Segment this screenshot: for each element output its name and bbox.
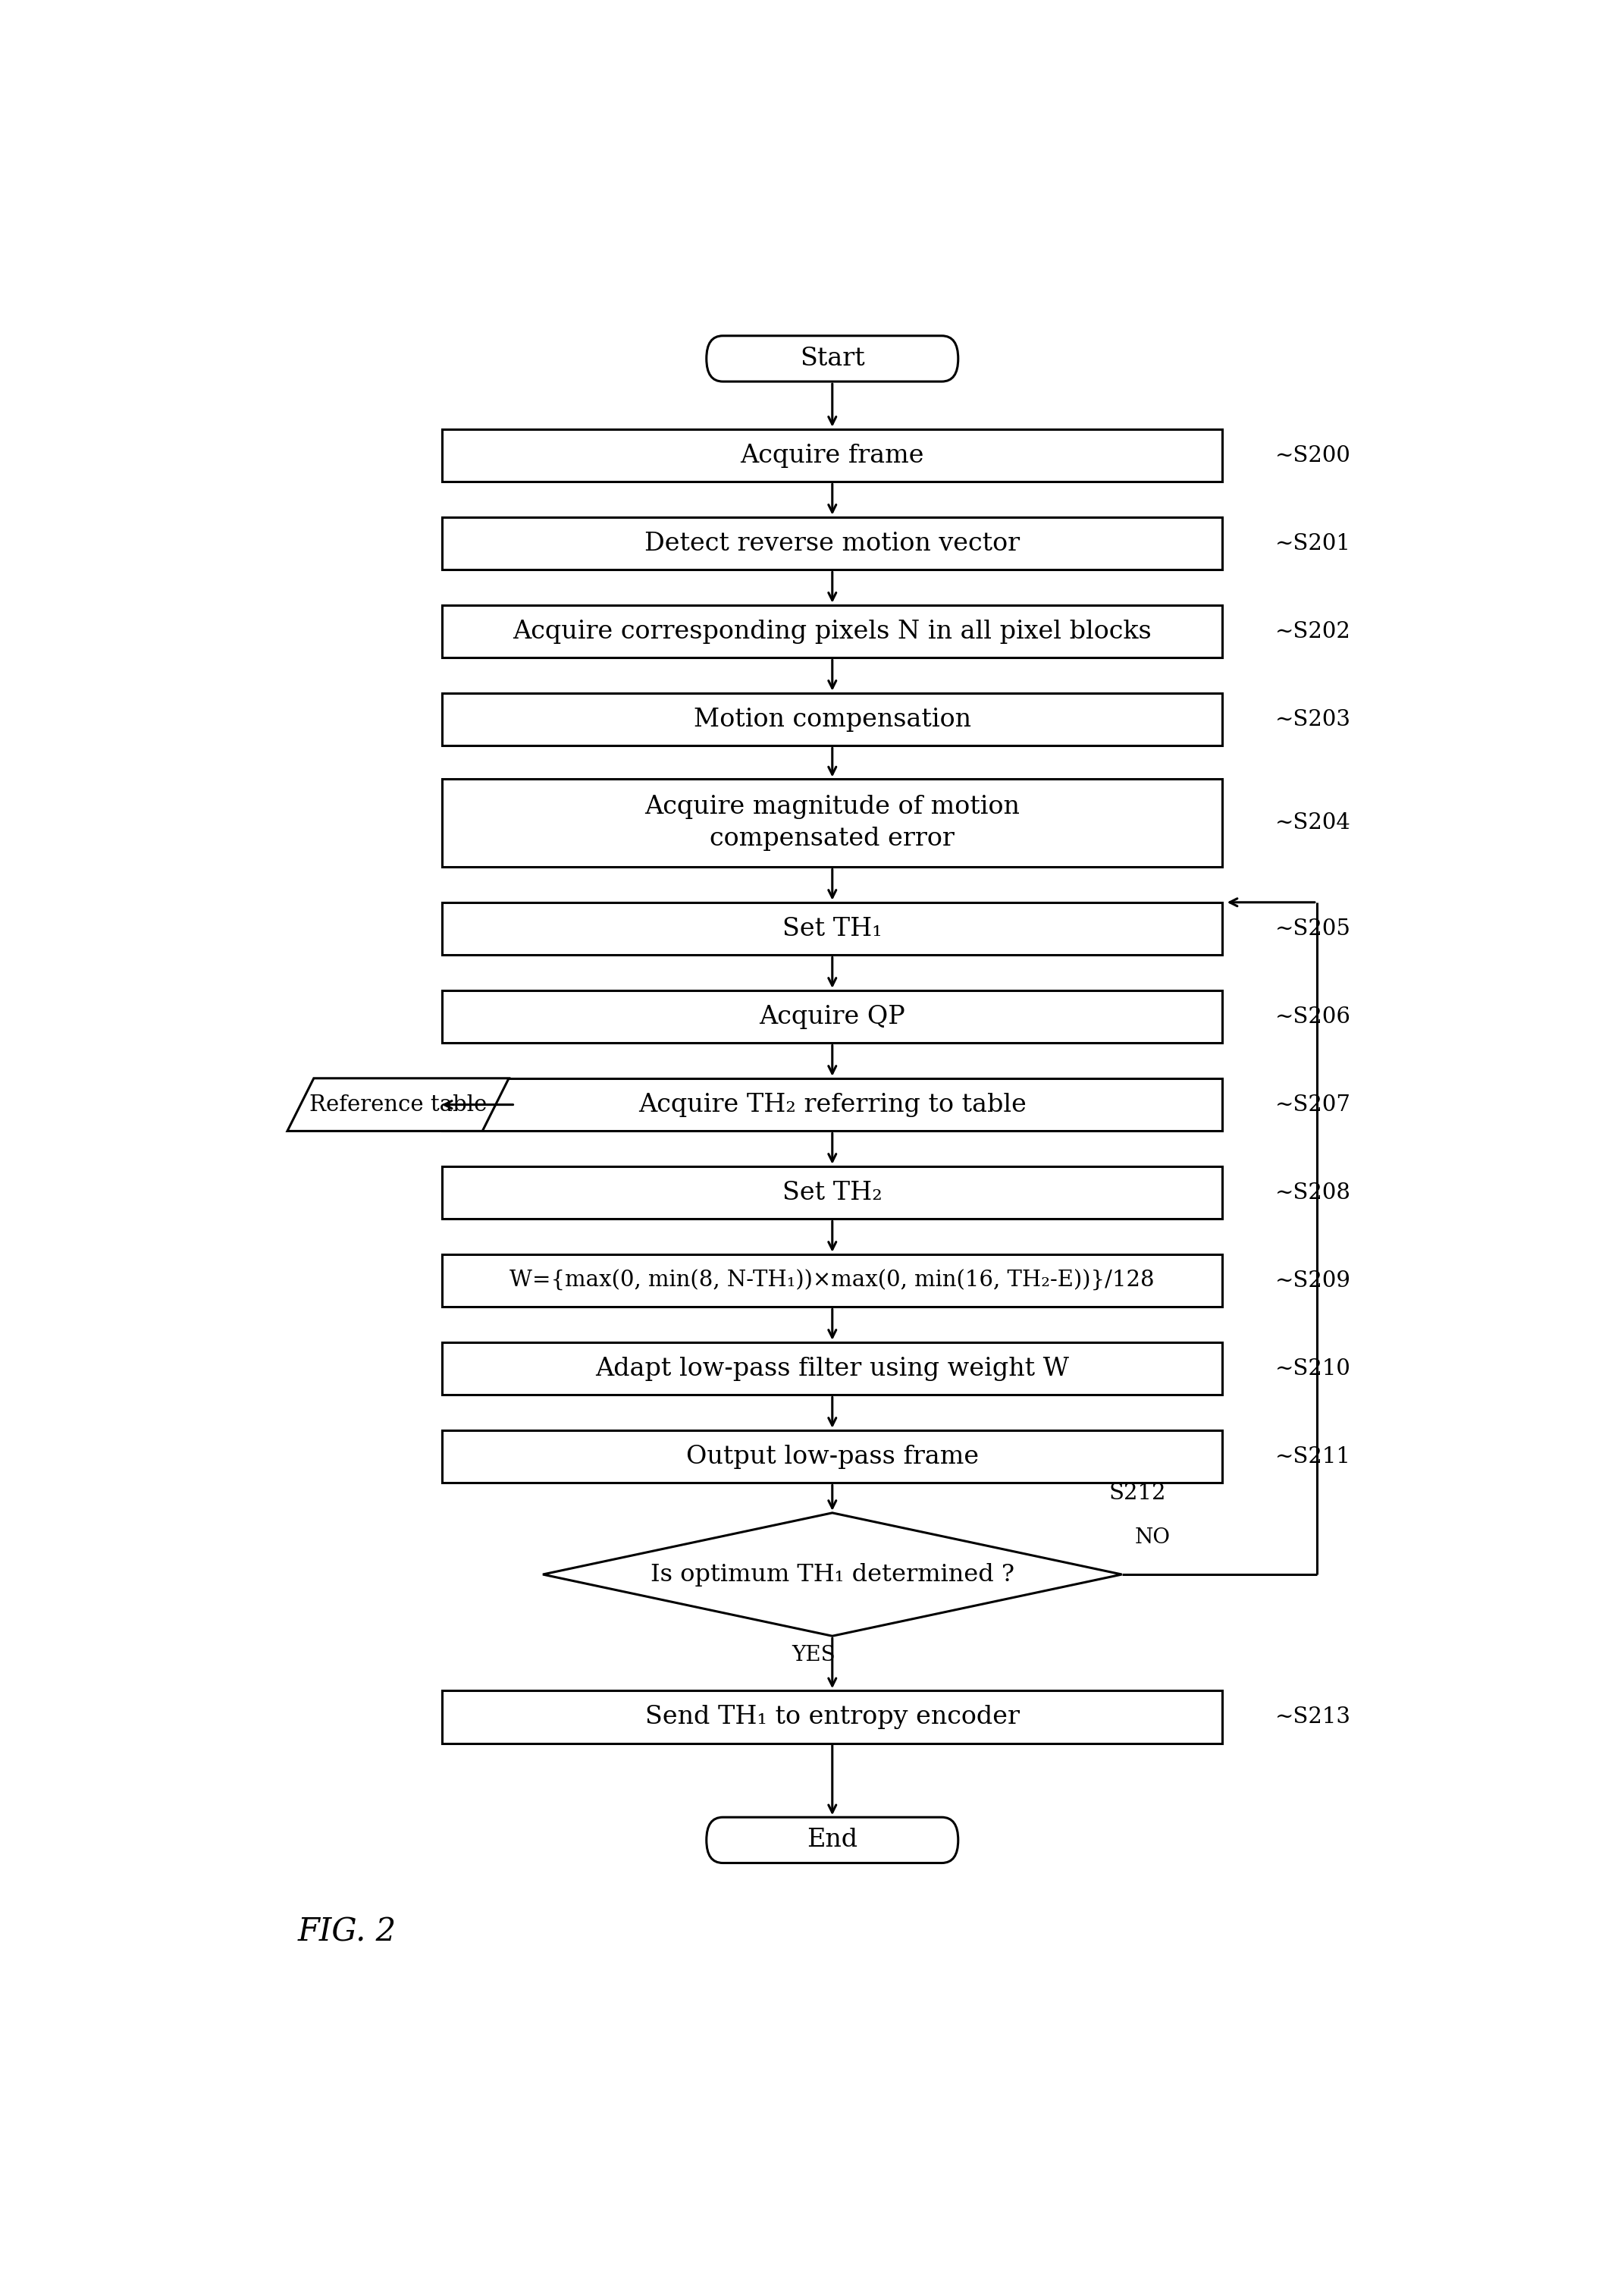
Text: ∼S202: ∼S202	[1275, 622, 1351, 642]
Bar	[442, 606, 1223, 658]
Bar	[442, 779, 1223, 866]
Text: ∼S208: ∼S208	[1275, 1181, 1351, 1204]
Text: Motion compensation: Motion compensation	[693, 706, 971, 731]
Text: ∼S210: ∼S210	[1275, 1357, 1351, 1380]
Text: Start: Start	[799, 347, 866, 370]
Text: YES: YES	[791, 1645, 835, 1666]
Bar	[442, 1254, 1223, 1307]
Text: Send TH₁ to entropy encoder: Send TH₁ to entropy encoder	[645, 1705, 1020, 1730]
Text: End: End	[807, 1828, 857, 1853]
Text: Is optimum TH₁ determined ?: Is optimum TH₁ determined ?	[650, 1563, 1015, 1586]
Bar	[442, 692, 1223, 745]
Text: Acquire frame: Acquire frame	[741, 443, 924, 468]
Text: Acquire magnitude of motion
compensated error: Acquire magnitude of motion compensated …	[645, 795, 1020, 852]
Bar	[442, 1341, 1223, 1394]
Bar	[442, 1430, 1223, 1483]
Bar	[442, 1165, 1223, 1218]
Text: Set TH₂: Set TH₂	[783, 1181, 882, 1204]
Text: ∼S207: ∼S207	[1275, 1095, 1351, 1115]
Text: Acquire corresponding pixels N in all pixel blocks: Acquire corresponding pixels N in all pi…	[513, 619, 1151, 644]
Text: Detect reverse motion vector: Detect reverse motion vector	[645, 530, 1020, 555]
FancyBboxPatch shape	[706, 336, 958, 382]
Text: Set TH₁: Set TH₁	[783, 916, 882, 941]
Text: ∼S209: ∼S209	[1275, 1270, 1351, 1291]
Text: Output low-pass frame: Output low-pass frame	[685, 1444, 979, 1469]
Text: NO: NO	[1134, 1529, 1169, 1547]
Text: ∼S203: ∼S203	[1275, 708, 1351, 729]
Text: ∼S200: ∼S200	[1275, 446, 1351, 466]
Text: ∼S206: ∼S206	[1275, 1005, 1351, 1028]
Polygon shape	[287, 1079, 508, 1131]
Text: S212: S212	[1109, 1483, 1166, 1504]
Text: ∼S205: ∼S205	[1275, 919, 1351, 939]
Bar	[442, 430, 1223, 482]
FancyBboxPatch shape	[706, 1817, 958, 1862]
Text: Adapt low-pass filter using weight W: Adapt low-pass filter using weight W	[596, 1357, 1069, 1380]
Text: ∼S204: ∼S204	[1275, 813, 1351, 834]
Bar	[442, 1691, 1223, 1743]
Text: FIG. 2: FIG. 2	[297, 1915, 396, 1947]
Bar	[442, 903, 1223, 955]
Bar	[442, 1079, 1223, 1131]
Text: W={max(0, min(8, N-TH₁))×max(0, min(16, TH₂-E))}/128: W={max(0, min(8, N-TH₁))×max(0, min(16, …	[510, 1270, 1155, 1291]
Text: ∼S211: ∼S211	[1275, 1446, 1351, 1467]
Bar	[442, 989, 1223, 1042]
Text: ∼S213: ∼S213	[1275, 1707, 1351, 1727]
Text: Acquire QP: Acquire QP	[760, 1005, 905, 1028]
Text: Acquire TH₂ referring to table: Acquire TH₂ referring to table	[638, 1092, 1026, 1117]
Text: Reference table: Reference table	[309, 1095, 487, 1115]
Text: ∼S201: ∼S201	[1275, 532, 1351, 553]
Polygon shape	[542, 1513, 1122, 1636]
Bar	[442, 516, 1223, 569]
